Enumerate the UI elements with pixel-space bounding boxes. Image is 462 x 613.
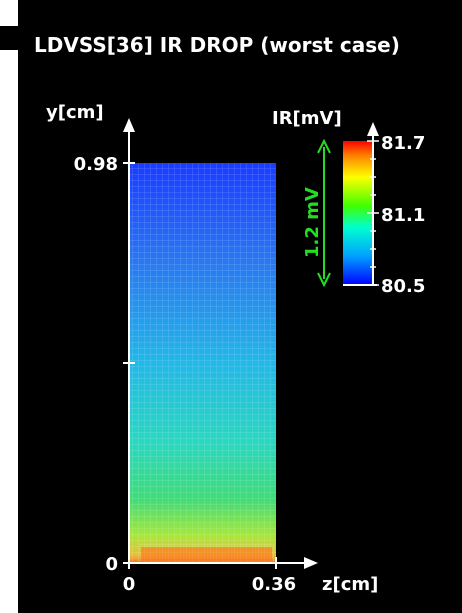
y-tick-label: 0.98 xyxy=(74,154,118,175)
span-arrow-head-bottom xyxy=(317,272,331,288)
colorbar-label: IR[mV] xyxy=(272,108,342,129)
colorbar-tick-label: 80.5 xyxy=(381,276,425,297)
colorbar-arrow xyxy=(367,122,379,136)
colorbar xyxy=(343,122,379,286)
field-hotspot xyxy=(141,547,272,561)
axes xyxy=(123,118,318,569)
ir-drop-field xyxy=(129,163,276,563)
x-tick-label: 0.36 xyxy=(252,574,296,595)
colorbar-tick-label: 81.7 xyxy=(381,133,425,154)
y-tick-label: 0 xyxy=(105,554,118,575)
x-axis-label: z[cm] xyxy=(322,574,378,595)
span-annotation: 1.2 mV xyxy=(302,187,323,258)
y-axis-arrow xyxy=(123,118,135,132)
chart-title: LDVSS[36] IR DROP (worst case) xyxy=(34,33,400,57)
y-axis-label: y[cm] xyxy=(46,102,104,123)
x-axis-arrow xyxy=(304,557,318,569)
span-arrow xyxy=(317,138,331,288)
corner-notch xyxy=(0,26,18,50)
x-tick-label: 0 xyxy=(123,574,136,595)
colorbar-tick-label: 81.1 xyxy=(381,205,425,226)
span-arrow-head-top xyxy=(317,138,331,154)
field-grid xyxy=(129,163,276,563)
